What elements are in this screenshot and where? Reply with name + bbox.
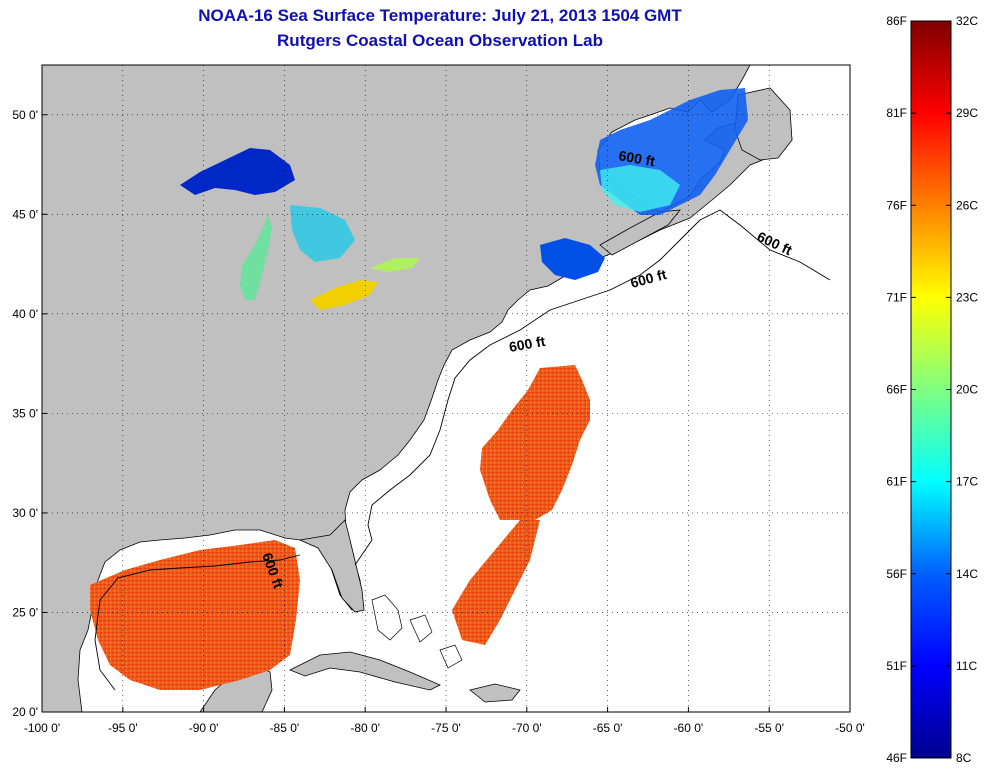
gulf-of-maine-sst [540,238,605,280]
colorbar-celsius-label: 20C [956,383,978,397]
lake-michigan-sst [240,215,272,300]
colorbar-fahrenheit-label: 56F [886,567,907,581]
x-tick-label: -60 0' [674,721,704,735]
colorbar-fahrenheit-label: 71F [886,290,907,304]
colorbar-fahrenheit-label: 81F [886,106,907,120]
colorbar-celsius-label: 8C [956,751,972,765]
colorbar-fahrenheit-label: 61F [886,475,907,489]
colorbar-fahrenheit-label: 76F [886,198,907,212]
colorbar-celsius-label: 29C [956,106,978,120]
y-tick-label: 50 0' [12,108,38,122]
colorbar-celsius-label: 14C [956,567,978,581]
land-florida [298,519,365,613]
x-axis: -100 0' -95 0' -90 0' -85 0' -80 0' -75 0' -70… [24,707,865,735]
x-tick-label: -65 0' [593,721,623,735]
colorbar-celsius-label: 32C [956,14,978,28]
y-tick-label: 30 0' [12,506,38,520]
colorbar-fahrenheit-label: 66F [886,383,907,397]
x-tick-label: -85 0' [270,721,300,735]
south-atlantic-sst [452,520,540,645]
y-tick-label: 20 0' [12,705,38,719]
colorbar-labels: 32C 29C 26C 23C 20C 17C 14C 11C 8C 86F 81F 76F 71F 66… [886,14,978,765]
x-tick-label: -90 0' [189,721,219,735]
colorbar-celsius-label: 26C [956,198,978,212]
gulf-st-lawrence-cyan [600,165,680,212]
map-subtitle: Rutgers Coastal Ocean Observation Lab [277,31,603,50]
x-tick-label: -50 0' [835,721,865,735]
x-tick-label: -70 0' [512,721,542,735]
lake-erie-sst [310,280,378,310]
land-nova-scotia [599,209,681,256]
map-title: NOAA-16 Sea Surface Temperature: July 21… [198,6,682,25]
contour-label: 600 ft [617,147,656,169]
y-tick-label: 25 0' [12,605,38,619]
x-tick-label: -55 0' [754,721,784,735]
colorbar-fahrenheit-label: 51F [886,659,907,673]
colorbar [910,20,952,759]
lake-superior-sst [180,148,295,195]
y-tick-label: 45 0' [12,207,38,221]
land-hispaniola [469,683,521,703]
colorbar-fahrenheit-label: 46F [886,751,907,765]
x-tick-label: -95 0' [108,721,138,735]
colorbar-fahrenheit-label: 86F [886,14,907,28]
land-cuba [289,651,441,691]
colorbar-celsius-label: 17C [956,475,978,489]
y-tick-label: 40 0' [12,307,38,321]
y-tick-label: 35 0' [12,406,38,420]
gulf-stream-sst [480,365,590,520]
colorbar-celsius-label: 23C [956,290,978,304]
x-tick-label: -75 0' [431,721,461,735]
lake-ontario-sst [370,258,420,272]
x-tick-label: -100 0' [24,721,60,735]
bahamas-outline [371,594,463,669]
contour-label: 600 ft [508,333,547,355]
gulf-of-mexico-sst [90,540,300,690]
y-axis: 20 0' 25 0' 30 0' 35 0' 40 0' 45 0' 50 0' [12,108,47,719]
colorbar-celsius-label: 11C [956,659,977,673]
lake-huron-sst [290,205,355,262]
x-tick-label: -80 0' [350,721,380,735]
contour-600ft [94,209,831,691]
